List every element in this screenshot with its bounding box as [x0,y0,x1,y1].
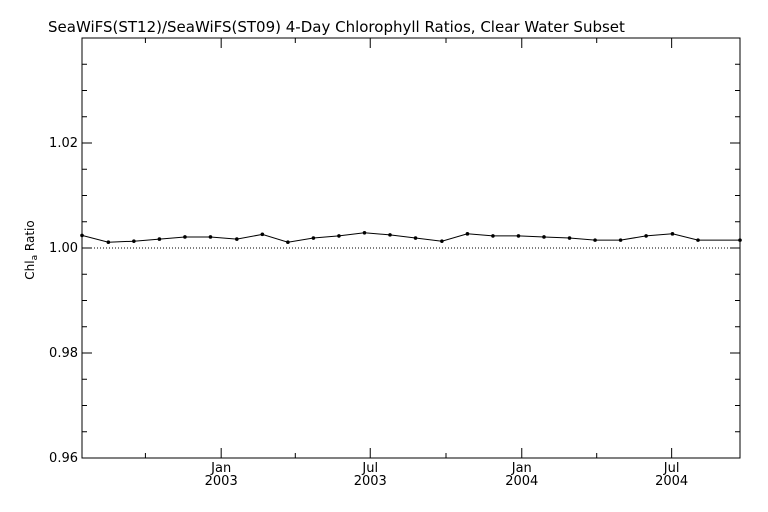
data-point [362,230,367,235]
data-point [286,240,290,245]
data-point [516,234,521,238]
x-tick-label-month: Jul [361,461,378,476]
y-axis-label: Chla Ratio [23,220,40,279]
data-point [106,240,111,245]
data-point [260,232,265,237]
data-point [311,236,316,240]
data-point [337,234,341,238]
y-axis-label-subscript: a [30,255,40,261]
x-tick-label-year: 2003 [205,474,238,489]
y-tick-label: 1.02 [49,136,78,151]
plot-frame [81,37,741,459]
x-tick-label-year: 2004 [655,474,688,489]
data-point [644,234,648,238]
y-axis-label-main: Chl [23,260,37,279]
chart-title: SeaWiFS(ST12)/SeaWiFS(ST09) 4-Day Chloro… [48,18,625,36]
data-point [567,236,572,240]
data-point [670,232,675,236]
y-tick-label: 1.00 [49,241,78,256]
data-point [465,232,470,236]
x-tick-label-month: Jan [210,461,231,476]
data-point [208,235,213,239]
data-point [618,238,623,242]
y-axis-label-tail: Ratio [23,220,37,255]
x-tick-label-year: 2004 [505,474,538,489]
data-point [413,236,418,240]
series-line [81,232,740,243]
y-tick-label: 0.98 [49,346,78,361]
data-point [542,235,546,239]
data-point [183,235,187,239]
data-point [440,239,444,243]
data-point [696,238,700,242]
data-point [388,233,392,237]
y-tick-label: 0.96 [49,451,78,466]
data-point [132,239,136,243]
data-point [491,234,495,238]
data-point [593,238,597,242]
x-tick-label-year: 2003 [354,474,387,489]
x-tick-label-month: Jul [663,461,680,476]
x-tick-label-month: Jan [511,461,532,476]
data-point [235,237,239,241]
data-point [157,237,162,241]
